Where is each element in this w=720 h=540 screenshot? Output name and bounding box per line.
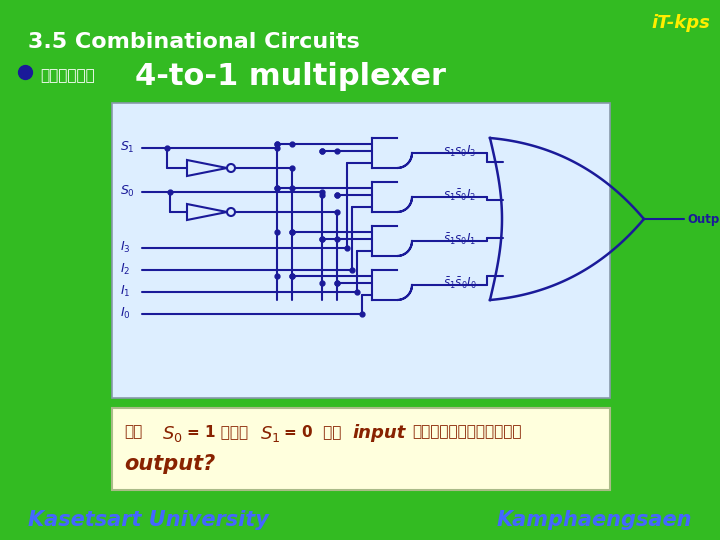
Text: $s_1\bar{s}_0 I_2$: $s_1\bar{s}_0 I_2$	[443, 187, 477, 202]
Text: ไหนถกเลอกเปน: ไหนถกเลอกเปน	[412, 424, 521, 439]
Text: $I_0$: $I_0$	[120, 306, 131, 321]
Text: ถา: ถา	[124, 424, 143, 439]
Text: $\bar{s}_1 s_0 I_1$: $\bar{s}_1 s_0 I_1$	[443, 231, 477, 247]
Text: $S_1$: $S_1$	[120, 139, 135, 154]
Text: 3.5 Combinational Circuits: 3.5 Combinational Circuits	[28, 32, 360, 52]
Text: $I_2$: $I_2$	[120, 261, 130, 276]
Text: $s_1 s_0 I_3$: $s_1 s_0 I_3$	[443, 144, 477, 159]
Text: $S_0$: $S_0$	[120, 184, 135, 199]
Text: Kamphaengsaen: Kamphaengsaen	[497, 510, 692, 530]
Text: Kasetsart University: Kasetsart University	[28, 510, 269, 530]
Text: $S_0$: $S_0$	[162, 424, 183, 444]
FancyBboxPatch shape	[112, 408, 610, 490]
Text: $S_1$: $S_1$	[260, 424, 280, 444]
Text: Output: Output	[687, 213, 720, 226]
Text: $I_3$: $I_3$	[120, 239, 130, 254]
FancyBboxPatch shape	[112, 103, 610, 398]
Text: iT-kps: iT-kps	[651, 14, 710, 32]
Text: $\bar{s}_1\bar{s}_0 I_0$: $\bar{s}_1\bar{s}_0 I_0$	[443, 275, 477, 291]
Text: $I_1$: $I_1$	[120, 284, 130, 299]
Text: input: input	[352, 424, 405, 442]
Text: = 0  กา: = 0 กา	[284, 424, 341, 439]
Text: 4-to-1 multiplexer: 4-to-1 multiplexer	[135, 62, 446, 91]
Text: ตวอยาง: ตวอยาง	[40, 68, 95, 83]
Text: output?: output?	[124, 454, 215, 474]
Text: = 1 และ: = 1 และ	[187, 424, 248, 439]
